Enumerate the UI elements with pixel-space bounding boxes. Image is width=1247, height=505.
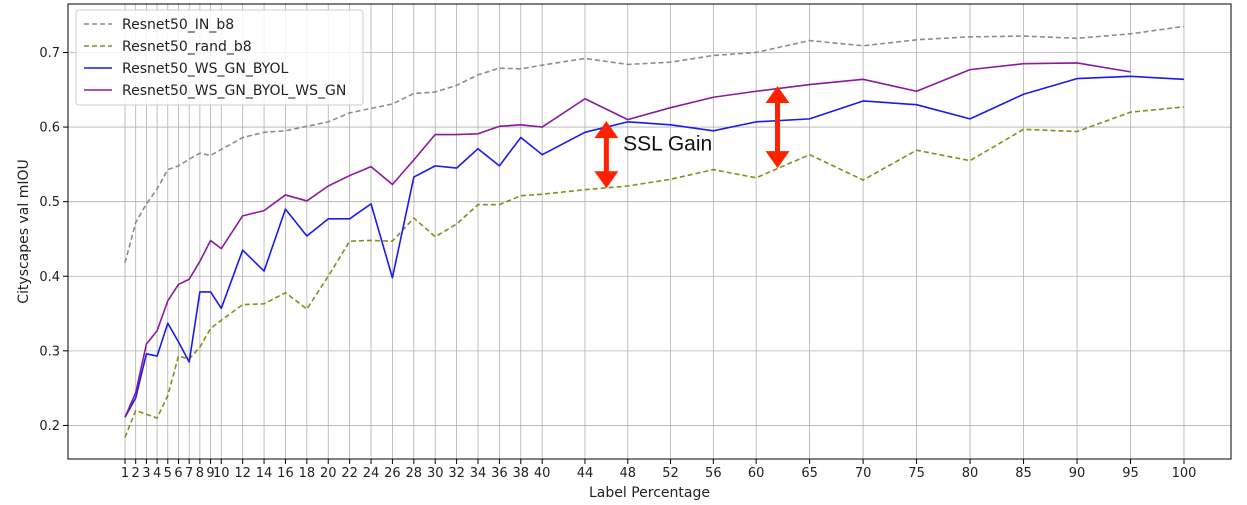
x-tick-label: 4 [153, 466, 161, 481]
x-tick-label: 18 [299, 466, 316, 481]
legend-label: Resnet50_IN_b8 [122, 17, 234, 33]
x-tick-label: 80 [962, 466, 979, 481]
x-tick-label: 60 [748, 466, 765, 481]
arrow-shaft [603, 137, 609, 173]
legend-entry: Resnet50_WS_GN_BYOL [84, 61, 288, 77]
arrow-shaft [775, 102, 781, 153]
x-tick-label: 32 [448, 466, 465, 481]
y-tick-label: 0.3 [39, 344, 60, 359]
x-tick-label: 26 [384, 466, 401, 481]
legend-label: Resnet50_rand_b8 [122, 39, 252, 55]
x-tick-label: 44 [577, 466, 594, 481]
x-tick-label: 30 [427, 466, 444, 481]
series-1 [124, 25, 1185, 264]
x-axis-ticks: 1 2 3 4 5 6 7 8 910 12 14 16 18 20 22 24 26 28 30 32 34 36 38 4… [121, 459, 1197, 481]
y-tick-label: 0.5 [39, 195, 60, 210]
legend-entry: Resnet50_rand_b8 [84, 39, 252, 55]
red-double-arrow [765, 86, 790, 169]
x-tick-label: 6 [174, 466, 182, 481]
arrow-head-down [594, 171, 619, 189]
x-tick-label: 1 [121, 466, 129, 481]
x-axis-label: Label Percentage [589, 485, 710, 501]
x-tick-label: 5 [164, 466, 172, 481]
plot-frame [67, 3, 1232, 460]
annotation-text: SSL Gain [623, 132, 712, 155]
y-tick-label: 0.7 [39, 46, 60, 61]
x-tick-label: 36 [491, 466, 508, 481]
legend-label: Resnet50_WS_GN_BYOL [122, 61, 288, 77]
series-line [124, 75, 1185, 418]
x-tick-label: 56 [705, 466, 722, 481]
x-tick-label: 75 [908, 466, 925, 481]
x-tick-label: 7 [185, 466, 193, 481]
y-axis-ticks: 0.2 0.3 0.4 0.5 0.6 0.7 [39, 46, 68, 434]
x-tick-label: 12 [234, 466, 251, 481]
x-tick-label: 24 [363, 466, 380, 481]
series-4 [124, 62, 1131, 418]
arrow-head-up [594, 121, 619, 139]
x-tick-label: 9 [206, 466, 214, 481]
legend-entry: Resnet50_IN_b8 [84, 17, 234, 33]
legend: Resnet50_IN_b8 Resnet50_rand_b8 Resnet50_W… [75, 9, 364, 106]
x-tick-label: 85 [1015, 466, 1032, 481]
series-line [124, 106, 1185, 438]
x-tick-label: 2 [132, 466, 140, 481]
x-tick-label: 10 [213, 466, 230, 481]
x-tick-label: 28 [406, 466, 423, 481]
x-tick-label: 8 [196, 466, 204, 481]
x-tick-label: 70 [855, 466, 872, 481]
x-tick-label: 38 [513, 466, 530, 481]
series-layer [124, 25, 1185, 438]
x-tick-label: 14 [256, 466, 273, 481]
x-tick-label: 52 [662, 466, 679, 481]
x-tick-label: 90 [1069, 466, 1086, 481]
legend-box [75, 9, 364, 106]
series-2 [124, 106, 1185, 438]
legend-entry: Resnet50_WS_GN_BYOL_WS_GN [84, 83, 346, 99]
y-tick-label: 0.2 [39, 419, 60, 434]
x-tick-label: 100 [1172, 466, 1197, 481]
red-double-arrow [594, 121, 619, 189]
x-tick-label: 16 [277, 466, 294, 481]
y-tick-label: 0.4 [39, 270, 60, 285]
y-tick-label: 0.6 [39, 121, 60, 136]
x-tick-label: 20 [320, 466, 337, 481]
arrow-head-up [765, 86, 790, 104]
y-axis-label: Cityscapes val mIOU [16, 159, 32, 304]
x-tick-label: 3 [142, 466, 150, 481]
series-line [124, 62, 1131, 418]
x-tick-label: 34 [470, 466, 487, 481]
x-tick-label: 40 [534, 466, 551, 481]
series-line [124, 25, 1185, 264]
x-tick-label: 22 [341, 466, 358, 481]
arrow-head-down [765, 151, 790, 169]
x-tick-label: 95 [1122, 466, 1139, 481]
series-3 [124, 75, 1185, 418]
annotations: SSL Gain [594, 86, 790, 189]
x-tick-label: 48 [619, 466, 636, 481]
legend-label: Resnet50_WS_GN_BYOL_WS_GN [122, 83, 346, 99]
x-tick-label: 65 [801, 466, 818, 481]
